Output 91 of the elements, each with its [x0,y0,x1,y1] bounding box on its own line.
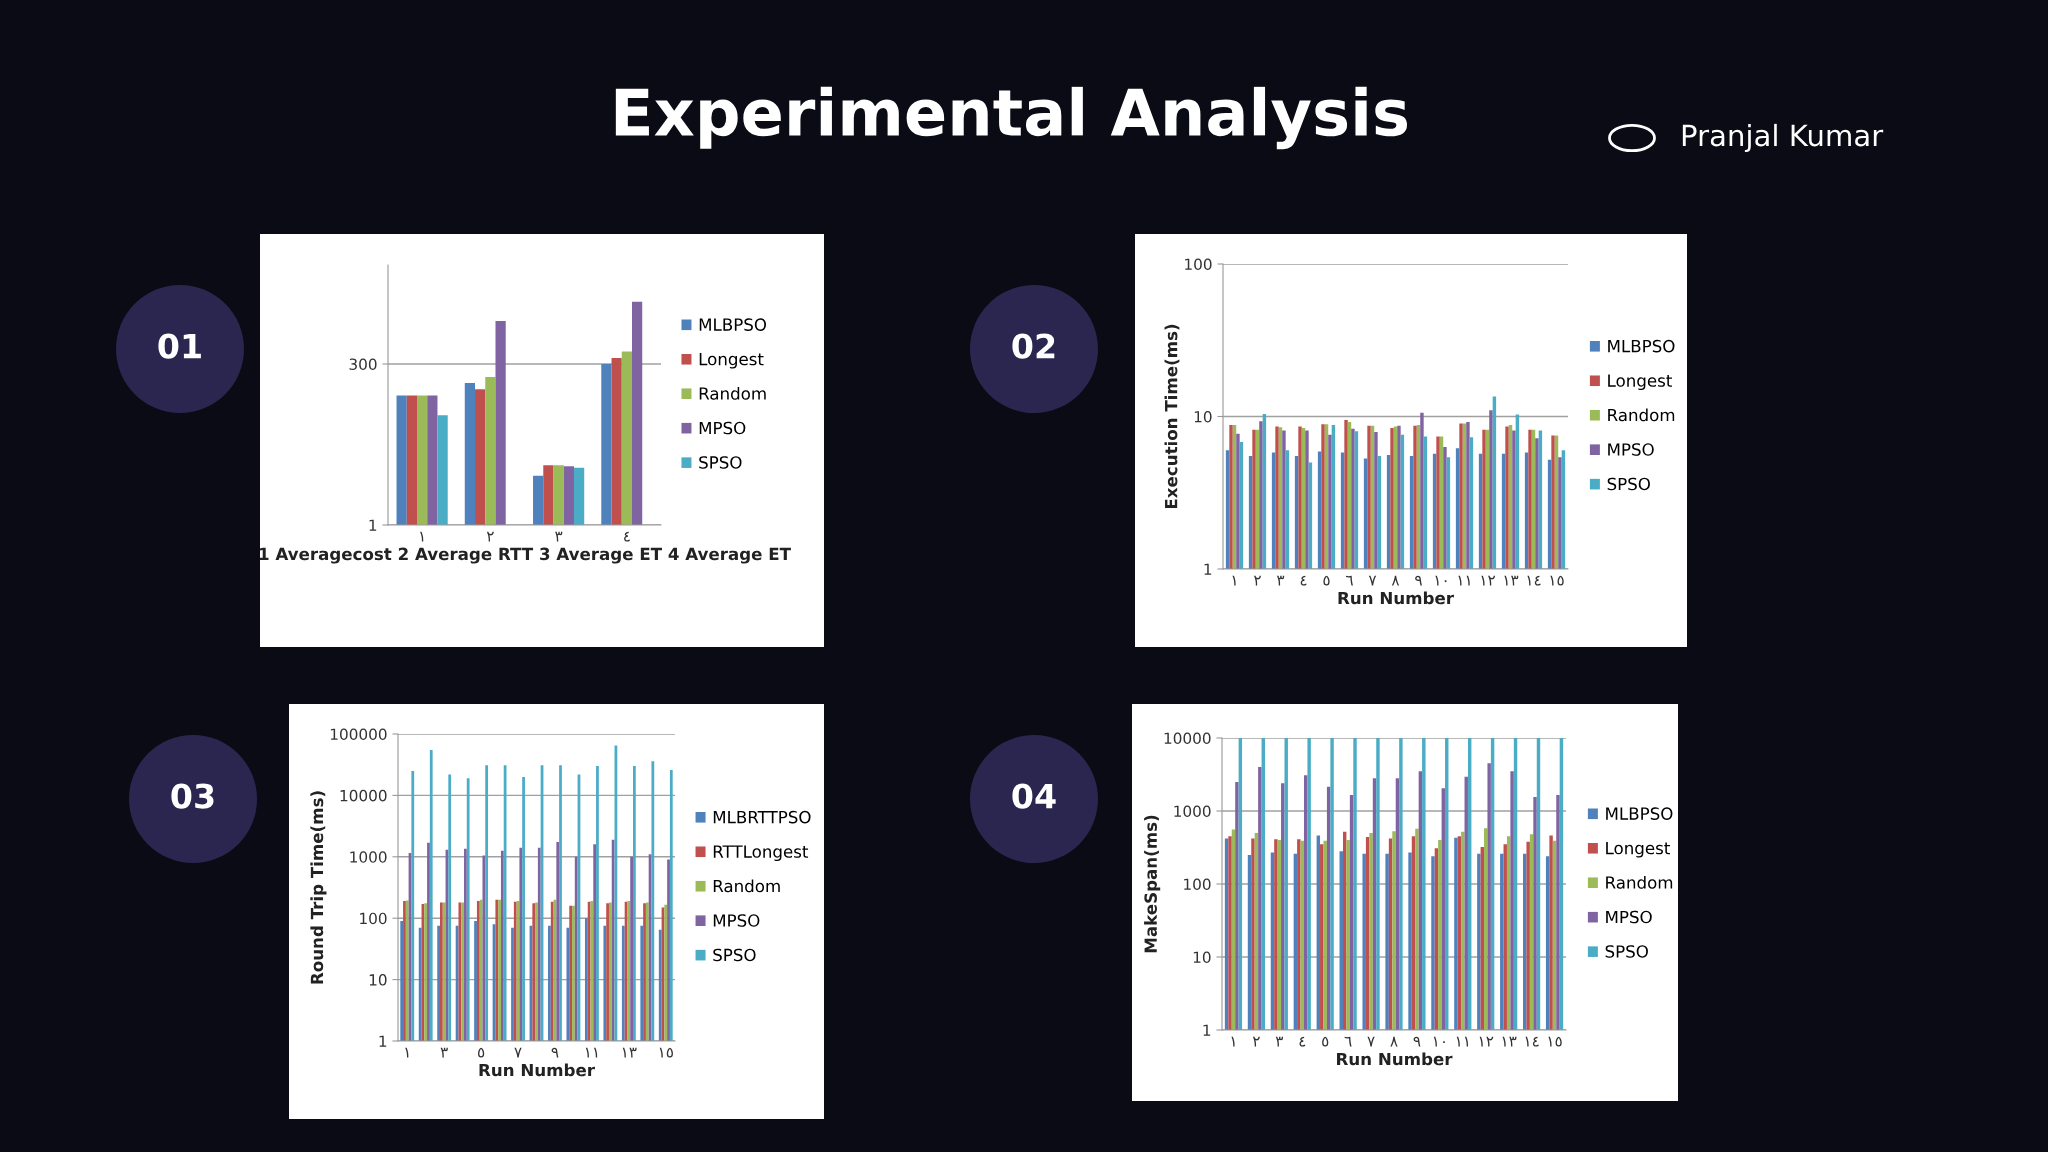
x-tick-label: ١١ [585,1047,598,1058]
x-tick-label: ٩ [551,1047,559,1058]
x-tick-label: ٤ [624,531,630,542]
y-tick-label: 100 [360,912,387,925]
x-tick-label: ١ [1232,575,1236,586]
y-tick-label: 10000 [1164,732,1211,745]
x-tick-label: ١١ [1458,575,1470,586]
x-tick-label: ٤ [1300,575,1307,586]
x-axis-title: Run Number [1338,591,1454,605]
x-tick-label: ١٣ [1502,1036,1517,1047]
y-axis-title: MakeSpan(ms) [1144,815,1161,953]
y-tick-label: 1 [1203,1024,1211,1036]
y-tick-label: 10 [369,974,387,986]
text: 01 [158,333,201,359]
x-tick-label: ٦ [1346,575,1353,586]
x-tick-label: ١٣ [622,1047,637,1058]
y-tick-label: 100 [1185,258,1212,271]
legend-label: SPSO [713,948,756,962]
x-tick-label: ١ [420,531,424,542]
legend-label: Random [1608,408,1675,422]
y-tick-label: 10 [1193,951,1211,964]
x-tick-label: ١٥ [1548,1036,1562,1047]
text: 04 [1012,783,1056,809]
y-tick-label: 1 [379,1035,387,1047]
x-tick-label: ٨ [1391,575,1400,586]
y-tick-label: 1000 [1174,805,1211,818]
text: Experimental Analysis [615,86,1407,150]
legend-label: SPSO [699,456,742,469]
x-tick-label: ١٥ [659,1047,673,1058]
x-axis-title: Run Number [1337,1052,1453,1066]
x-tick-label: ٥ [1322,1036,1329,1047]
x-tick-label: ٢ [486,531,494,542]
x-tick-label: ١٤ [1527,575,1541,586]
y-tick-label: 1 [369,519,377,531]
legend-label: Random [699,386,766,400]
x-tick-label: ١٠ [1435,575,1447,586]
legend-label: RTTLongest [713,845,809,862]
x-tick-label: ٧ [1367,1036,1375,1047]
text: 02 [1012,333,1055,359]
text: Pranjal Kumar [1682,123,1884,153]
x-tick-label: ٥ [478,1047,485,1058]
x-tick-label: ١٤ [1525,1036,1539,1047]
x-tick-label: ٢ [1254,575,1261,586]
x-tick-label: ٧ [1368,575,1377,586]
x-axis-title: Run Number [479,1063,595,1077]
x-tick-label: ٣ [555,531,563,542]
x-tick-label: ١٠ [1433,1036,1445,1047]
y-tick-label: 100 [1184,878,1211,891]
x-tick-label: ١ [1231,1036,1235,1047]
legend-label: MLBRTTPSO [713,810,811,824]
legend-label: Longest [1606,841,1670,858]
x-tick-label: ١٥ [1550,575,1564,586]
legend-label: MLBPSO [1608,339,1675,353]
y-tick-label: 100000 [330,728,387,741]
y-tick-label: 10 [1194,410,1212,423]
x-tick-label: ١٣ [1504,575,1519,586]
x-tick-label: ١ [405,1047,409,1058]
text: 03 [171,783,214,809]
x-tick-label: ٥ [1323,575,1330,586]
legend-label: MPSO [1608,443,1654,456]
legend-label: MPSO [1606,910,1652,924]
x-tick-label: ٣ [1275,1036,1283,1047]
legend-label: Random [1606,875,1673,889]
legend-label: MPSO [699,421,746,435]
x-tick-label: ٨ [1390,1036,1398,1047]
x-tick-label: ٦ [1344,1036,1352,1047]
y-tick-label: 300 [349,358,377,371]
legend-label: MLBPSO [1606,807,1673,820]
x-axis-title: 1 Averagecost 2 Average RTT 3 Average ET 4 Average ET [259,547,791,564]
x-tick-label: ١٢ [1479,1036,1494,1047]
y-tick-label: 10000 [340,789,387,802]
x-tick-label: ١١ [1456,1036,1469,1047]
x-tick-label: ٤ [1299,1036,1306,1047]
y-axis-title: Execution Time(ms) [1164,324,1180,509]
x-tick-label: ٣ [1276,575,1285,586]
y-tick-label: 1 [1204,563,1212,575]
x-tick-label: ١٢ [1481,575,1496,586]
y-axis-title: Round Trip Time(ms) [310,791,327,984]
legend-label: SPSO [1607,477,1650,491]
x-tick-label: ٧ [514,1047,522,1058]
y-tick-label: 1000 [350,851,387,863]
x-tick-label: ٩ [1413,1036,1421,1047]
legend-label: MPSO [713,914,760,927]
legend-label: Random [713,879,780,893]
legend-label: Longest [699,352,764,369]
x-tick-label: ٢ [1252,1036,1260,1047]
legend-label: SPSO [1605,945,1648,958]
legend-label: MLBPSO [699,318,767,331]
x-tick-label: ٩ [1415,575,1422,586]
legend-label: Longest [1608,374,1672,391]
x-tick-label: ٣ [440,1047,448,1058]
